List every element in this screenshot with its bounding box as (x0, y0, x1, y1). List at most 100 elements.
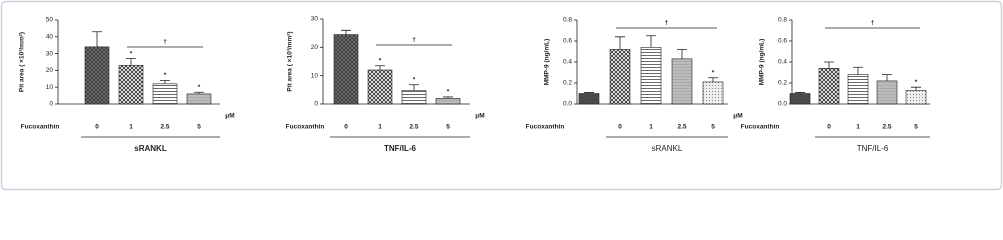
bracket-label: † (163, 39, 167, 46)
bracket-label: † (871, 20, 875, 27)
bar (152, 83, 178, 105)
y-tick-label: 0 (49, 101, 53, 108)
unit-label: μM (475, 113, 484, 120)
error-bar (160, 80, 170, 84)
group-label: sRANKL (134, 144, 167, 153)
y-tick-label: 0.4 (778, 59, 787, 66)
unit-label: μM (733, 113, 742, 120)
y-tick-label: 20 (311, 44, 319, 51)
error-bar (853, 66, 863, 75)
error-bar (341, 29, 351, 35)
x-tick-label: 5 (197, 124, 201, 131)
significance-mark: * (413, 76, 416, 83)
y-tick-label: 0.0 (778, 101, 787, 108)
bar (847, 74, 869, 105)
x-tick-label: 1 (649, 124, 653, 131)
bar (333, 34, 359, 105)
y-tick-label: 10 (311, 72, 319, 79)
bar (84, 46, 110, 105)
x-tick-label: 0 (95, 124, 99, 131)
y-axis-label: MMP-9 (ng/mL) (759, 39, 766, 86)
x-tick-label: 2.5 (882, 124, 891, 131)
bar (401, 90, 427, 105)
y-tick-label: 50 (46, 17, 54, 24)
bar (609, 49, 631, 105)
error-bar (882, 74, 892, 81)
y-tick-label: 30 (311, 16, 319, 23)
bar (818, 68, 840, 105)
x-tick-label: 2.5 (160, 124, 169, 131)
y-axis-label: MMP-9 (ng/mL) (544, 39, 551, 86)
frame (0, 0, 1003, 191)
x-tick-label: 1 (129, 124, 133, 131)
significance-mark: * (447, 89, 450, 96)
row-label: Fucoxanthin (741, 124, 780, 131)
row-label: Fucoxanthin (21, 124, 60, 131)
unit-label: μM (225, 113, 234, 120)
y-tick-label: 20 (46, 67, 54, 74)
error-bar (824, 61, 834, 69)
error-bar (911, 86, 921, 91)
bar (876, 80, 898, 105)
bracket-label: † (665, 20, 669, 27)
bar (640, 46, 662, 105)
error-bar (677, 49, 687, 59)
x-tick-label: 5 (711, 124, 715, 131)
bar (435, 98, 461, 105)
error-bar (584, 92, 594, 94)
y-tick-label: 0.4 (563, 59, 572, 66)
y-tick-label: 0.2 (563, 80, 572, 87)
bar (578, 93, 600, 105)
error-bar (795, 92, 805, 94)
bar (367, 69, 393, 105)
bar (702, 81, 724, 105)
significance-mark: * (130, 50, 133, 57)
significance-mark: * (198, 84, 201, 91)
x-tick-label: 1 (378, 124, 382, 131)
error-bar (708, 77, 718, 82)
y-axis-label: Pit area ( ×10³/mm²) (287, 31, 294, 91)
y-tick-label: 10 (46, 84, 54, 91)
y-tick-label: 0.8 (563, 17, 572, 24)
y-tick-label: 0 (314, 101, 318, 108)
x-tick-label: 5 (446, 124, 450, 131)
y-tick-label: 0.6 (563, 38, 572, 45)
bar (789, 93, 811, 105)
error-bar (409, 84, 419, 91)
row-label: Fucoxanthin (286, 124, 325, 131)
significance-mark: * (164, 72, 167, 79)
x-tick-label: 0 (827, 124, 831, 131)
x-tick-label: 0 (618, 124, 622, 131)
bracket-label: † (412, 37, 416, 44)
x-tick-label: 1 (856, 124, 860, 131)
group-label: sRANKL (652, 144, 683, 153)
bar (671, 58, 693, 105)
y-tick-label: 0.2 (778, 80, 787, 87)
significance-mark: * (915, 79, 918, 86)
group-label: TNF/IL-6 (857, 144, 889, 153)
y-tick-label: 0.0 (563, 101, 572, 108)
error-bar (194, 91, 204, 94)
bar (118, 65, 144, 105)
group-label: TNF/IL-6 (384, 144, 417, 153)
y-axis-label: Pit area ( ×10³/mm²) (19, 32, 26, 92)
y-tick-label: 30 (46, 50, 54, 57)
x-tick-label: 0 (344, 124, 348, 131)
significance-mark: * (712, 69, 715, 76)
y-tick-label: 0.6 (778, 38, 787, 45)
error-bar (443, 96, 453, 99)
x-tick-label: 2.5 (677, 124, 686, 131)
bar (905, 90, 927, 105)
x-tick-label: 2.5 (409, 124, 418, 131)
x-tick-label: 5 (914, 124, 918, 131)
error-bar (646, 35, 656, 48)
error-bar (92, 31, 102, 47)
y-tick-label: 40 (46, 34, 54, 41)
error-bar (615, 36, 625, 50)
y-tick-label: 0.8 (778, 17, 787, 24)
significance-mark: * (379, 57, 382, 64)
bar (186, 93, 212, 105)
row-label: Fucoxanthin (526, 124, 565, 131)
error-bar (126, 58, 136, 66)
